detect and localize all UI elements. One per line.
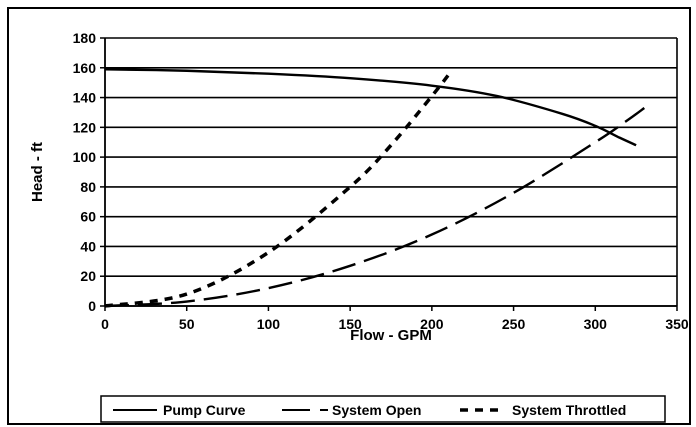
x-tick-label-0: 0 [101, 316, 109, 332]
grid-layer [105, 37, 678, 307]
legend-label-pump-curve: Pump Curve [163, 402, 246, 418]
x-tick-label-350: 350 [665, 316, 689, 332]
y-axis-title: Head - ft [29, 142, 46, 202]
x-tick-label-300: 300 [584, 316, 608, 332]
x-tick-label-200: 200 [420, 316, 444, 332]
x-tick-label-50: 50 [179, 316, 195, 332]
y-tick-label-140: 140 [73, 90, 97, 106]
x-tick-label-150: 150 [338, 316, 362, 332]
y-tick-label-120: 120 [73, 119, 97, 135]
series-layer [104, 68, 646, 308]
y-tick-label-160: 160 [73, 60, 97, 76]
y-tick-label-60: 60 [80, 209, 96, 225]
y-tick-label-100: 100 [73, 149, 97, 165]
y-tick-label-40: 40 [80, 238, 96, 254]
x-tick-label-250: 250 [502, 316, 526, 332]
series-line-pump-curve [104, 68, 637, 147]
series-line-system-throttled [104, 74, 450, 308]
legend-box [100, 395, 666, 423]
y-tick-label-0: 0 [88, 298, 96, 314]
legend-label-system-open: System Open [332, 402, 421, 418]
legend: Pump Curve System Open System Throttled [100, 395, 666, 423]
series-line-system-open [104, 107, 646, 308]
y-tick-label-20: 20 [80, 268, 96, 284]
y-tick-label-80: 80 [80, 179, 96, 195]
x-tick-label-100: 100 [257, 316, 281, 332]
x-axis-title: Flow - GPM [350, 327, 432, 344]
axis-layer: 0 20 40 60 80 100 120 140 160 180 0 50 100 150 200 250 3… [73, 30, 689, 332]
legend-label-system-throttled: System Throttled [512, 402, 626, 418]
y-tick-label-180: 180 [73, 30, 97, 46]
